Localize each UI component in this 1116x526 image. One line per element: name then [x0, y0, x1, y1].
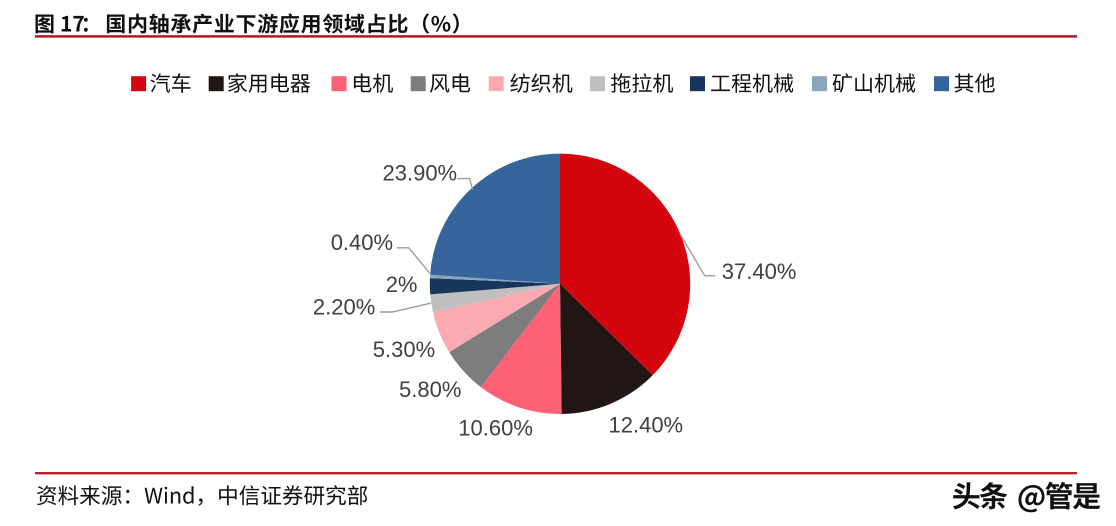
svg-text:2.20%: 2.20%: [313, 295, 375, 320]
svg-text:10.60%: 10.60%: [458, 416, 533, 441]
svg-text:5.30%: 5.30%: [373, 337, 435, 362]
svg-text:23.90%: 23.90%: [383, 160, 458, 185]
svg-text:2%: 2%: [386, 272, 418, 297]
svg-text:37.40%: 37.40%: [722, 259, 797, 284]
svg-text:0.40%: 0.40%: [331, 230, 393, 255]
svg-text:12.40%: 12.40%: [609, 413, 684, 438]
svg-text:5.80%: 5.80%: [399, 377, 461, 402]
